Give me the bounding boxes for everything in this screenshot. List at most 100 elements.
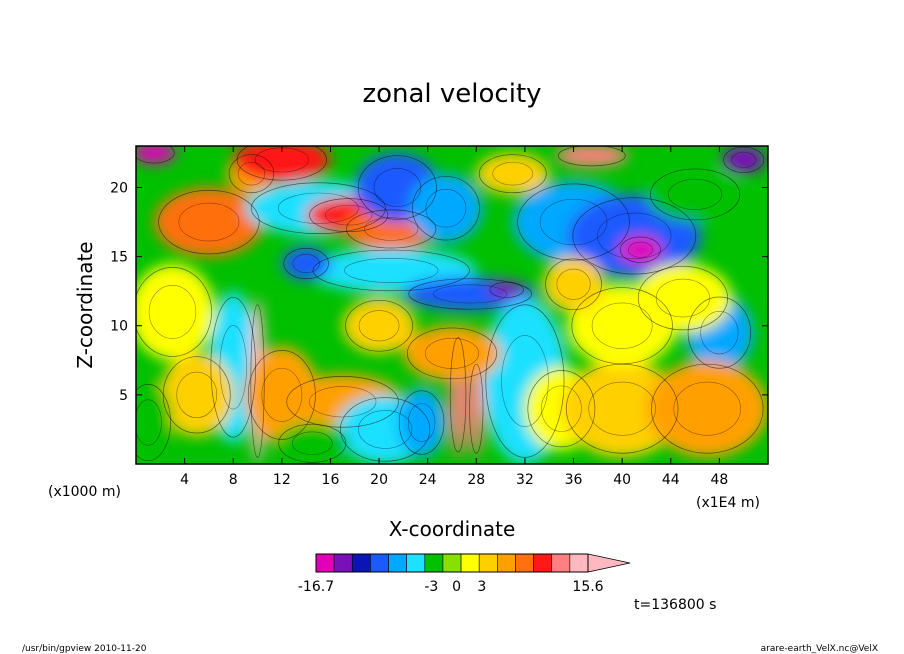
colorbar-segment: [424, 553, 444, 573]
colorbar-segment: [497, 553, 516, 573]
contour-line: [597, 212, 672, 259]
colorbar-segment: [533, 553, 553, 573]
contour-line: [517, 183, 630, 261]
contour-line: [687, 296, 752, 369]
y-tick-label: 20: [110, 180, 128, 196]
footer-source: arare-earth_VelX.nc@VelX: [761, 644, 878, 654]
field-blob: [136, 381, 173, 464]
contour-line: [340, 397, 431, 462]
field-blob: [342, 298, 416, 354]
contour-line: [408, 278, 533, 310]
contour-line: [469, 363, 484, 454]
contour-line: [485, 304, 565, 458]
contour-line: [571, 287, 673, 365]
colorbar-segment: [442, 553, 462, 573]
contour-line: [148, 284, 197, 339]
contour-line: [556, 268, 591, 300]
field-blob: [409, 173, 483, 243]
contour-line: [591, 302, 653, 349]
colorbar-label: 15.6: [572, 579, 603, 595]
contour-line: [557, 146, 626, 167]
contour-line: [136, 399, 162, 446]
contour-line: [478, 154, 547, 194]
y-tick-label: 5: [119, 388, 128, 404]
field-blob: [136, 146, 177, 164]
contour-line: [261, 367, 303, 422]
contour-line: [650, 363, 764, 454]
contour-line: [412, 176, 480, 241]
field-blob: [476, 152, 550, 195]
field-blob: [618, 235, 663, 264]
contour-line: [398, 390, 445, 455]
contour-line: [492, 161, 534, 186]
field-blob: [561, 360, 683, 458]
x-tick-label: 8: [229, 472, 238, 488]
contour-line: [424, 337, 480, 369]
contour-line: [619, 236, 661, 263]
contour-line: [572, 197, 697, 275]
contour-line: [324, 204, 373, 226]
colorbar-segment: [478, 553, 498, 573]
colorbar-label: 0: [452, 579, 461, 595]
contour-line: [308, 386, 377, 418]
contour-line: [237, 161, 266, 186]
x-tick-label: 36: [565, 472, 583, 488]
x-tick-label: 32: [516, 472, 534, 488]
contour-line: [588, 381, 656, 436]
contour-line: [291, 431, 333, 455]
plot-frame: [135, 145, 769, 465]
contour-line: [545, 258, 602, 311]
colorbar-label: -16.7: [298, 579, 334, 595]
contour-lines: [136, 146, 765, 463]
field-blob: [136, 263, 215, 361]
y-axis-ticks: 5 10 15 20: [110, 180, 768, 404]
colorbar-segment: [515, 553, 534, 573]
y-tick-label: 10: [110, 319, 128, 335]
colorbar-segment: [333, 553, 353, 573]
contour-line: [489, 281, 524, 298]
colorbar-segment: [460, 553, 480, 573]
contour-line: [406, 327, 498, 380]
field-blob: [543, 256, 604, 312]
contour-line: [344, 257, 439, 283]
x-tick-label: 12: [273, 472, 291, 488]
field-blob: [403, 325, 501, 382]
contour-line: [228, 154, 275, 194]
contour-line: [541, 385, 582, 432]
contour-line: [425, 188, 467, 228]
x-axis-ticks: 4 8 12 16 20 24 28 32 36 40 44 48: [180, 146, 728, 488]
x-tick-label: 44: [662, 472, 680, 488]
colorbar-label: 3: [477, 579, 486, 595]
field-blob: [488, 281, 525, 299]
colorbar-frame: [315, 553, 589, 573]
contour-line: [364, 217, 419, 241]
colorbar-segment: [551, 553, 571, 573]
contour-line: [723, 146, 765, 173]
colorbar-segment: [388, 553, 407, 573]
contour-line: [637, 265, 728, 331]
contour-line: [309, 198, 389, 233]
contour-line: [433, 284, 508, 304]
contour-line: [292, 254, 320, 273]
contour-line: [345, 299, 413, 352]
colorbar-segment: [370, 553, 389, 573]
contour-line: [236, 146, 327, 181]
field-blob: [555, 146, 629, 167]
colorbar-label: -3: [424, 579, 438, 595]
x-unit-left-label: (x1000 m): [48, 484, 121, 500]
contour-line: [286, 375, 399, 428]
contour-line: [176, 371, 218, 418]
y-tick-label: 15: [110, 250, 128, 266]
contour-line: [700, 311, 739, 355]
field-blob: [160, 353, 234, 437]
contour-line: [136, 146, 175, 164]
contour-line: [136, 384, 171, 462]
colorbar-segment: [351, 553, 371, 573]
contour-line: [655, 278, 710, 318]
time-label: t=136800 s: [634, 597, 716, 613]
x-tick-label: 40: [613, 472, 631, 488]
colorbar-segment: [569, 553, 589, 573]
contour-line: [628, 241, 653, 258]
